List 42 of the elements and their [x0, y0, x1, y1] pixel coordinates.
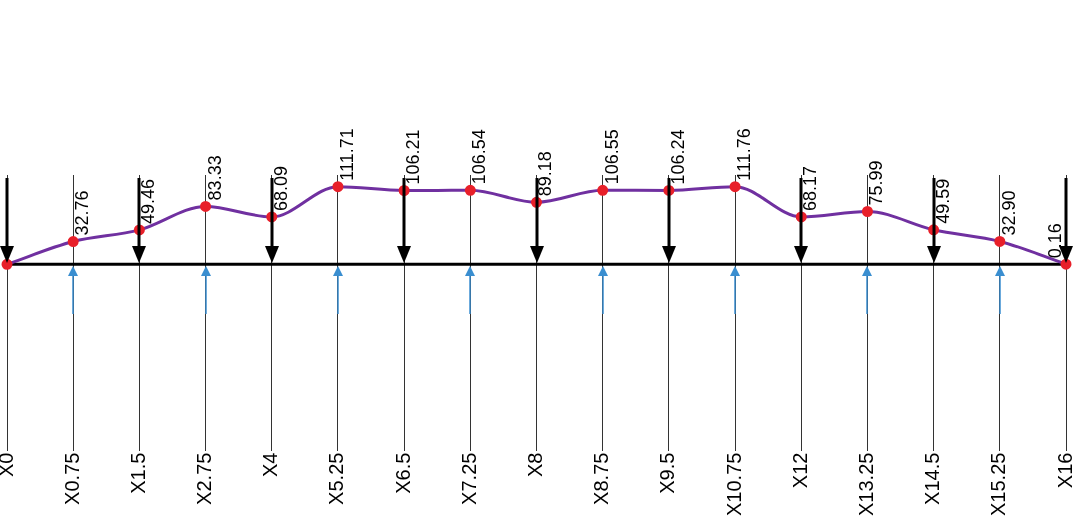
- point: [200, 200, 212, 212]
- data-label: 111.76: [734, 128, 755, 181]
- point: [1, 258, 13, 270]
- x-tick-label: X0.75: [60, 452, 83, 505]
- point: [729, 181, 741, 193]
- data-label: 111.71: [336, 128, 357, 181]
- data-label: 32.76: [72, 190, 93, 236]
- point: [994, 235, 1006, 247]
- x-tick-label: X13.25: [854, 452, 877, 516]
- data-label: 49.59: [932, 178, 953, 224]
- data-label: 106.21: [403, 129, 424, 185]
- x-tick-label: X5.25: [325, 452, 348, 505]
- x-tick-label: X14.5: [921, 452, 944, 505]
- point: [1060, 258, 1072, 270]
- x-tick-label: X2.75: [193, 452, 216, 505]
- x-tick-label: X9.5: [656, 452, 679, 494]
- x-tick-label: X12: [788, 452, 811, 489]
- point: [597, 184, 609, 196]
- data-label: 68.09: [270, 165, 291, 211]
- point: [332, 181, 344, 193]
- data-label: 106.24: [667, 129, 688, 185]
- data-label: 83.33: [204, 155, 225, 201]
- data-label: 32.90: [998, 190, 1019, 236]
- point: [861, 205, 873, 217]
- x-tick-label: X15.25: [987, 452, 1010, 516]
- x-tick-label: X8.75: [590, 452, 613, 505]
- data-label: 49.46: [138, 178, 159, 224]
- data-label: 106.55: [601, 129, 622, 185]
- data-label: 89.18: [535, 151, 556, 197]
- x-tick-label: X6.5: [391, 452, 414, 494]
- x-tick-label: X4: [259, 452, 282, 478]
- data-label: 106.54: [469, 129, 490, 185]
- x-tick-label: X10.75: [722, 452, 745, 516]
- x-tick-label: X8: [524, 452, 547, 478]
- point: [464, 184, 476, 196]
- data-label: 0.16: [1044, 223, 1065, 259]
- x-tick-label: X1.5: [126, 452, 149, 494]
- data-label: 68.17: [800, 165, 821, 211]
- point: [67, 236, 79, 248]
- data-label: 75.99: [866, 160, 887, 206]
- x-tick-label: X7.25: [457, 452, 480, 505]
- x-tick-label: X16: [1053, 452, 1076, 489]
